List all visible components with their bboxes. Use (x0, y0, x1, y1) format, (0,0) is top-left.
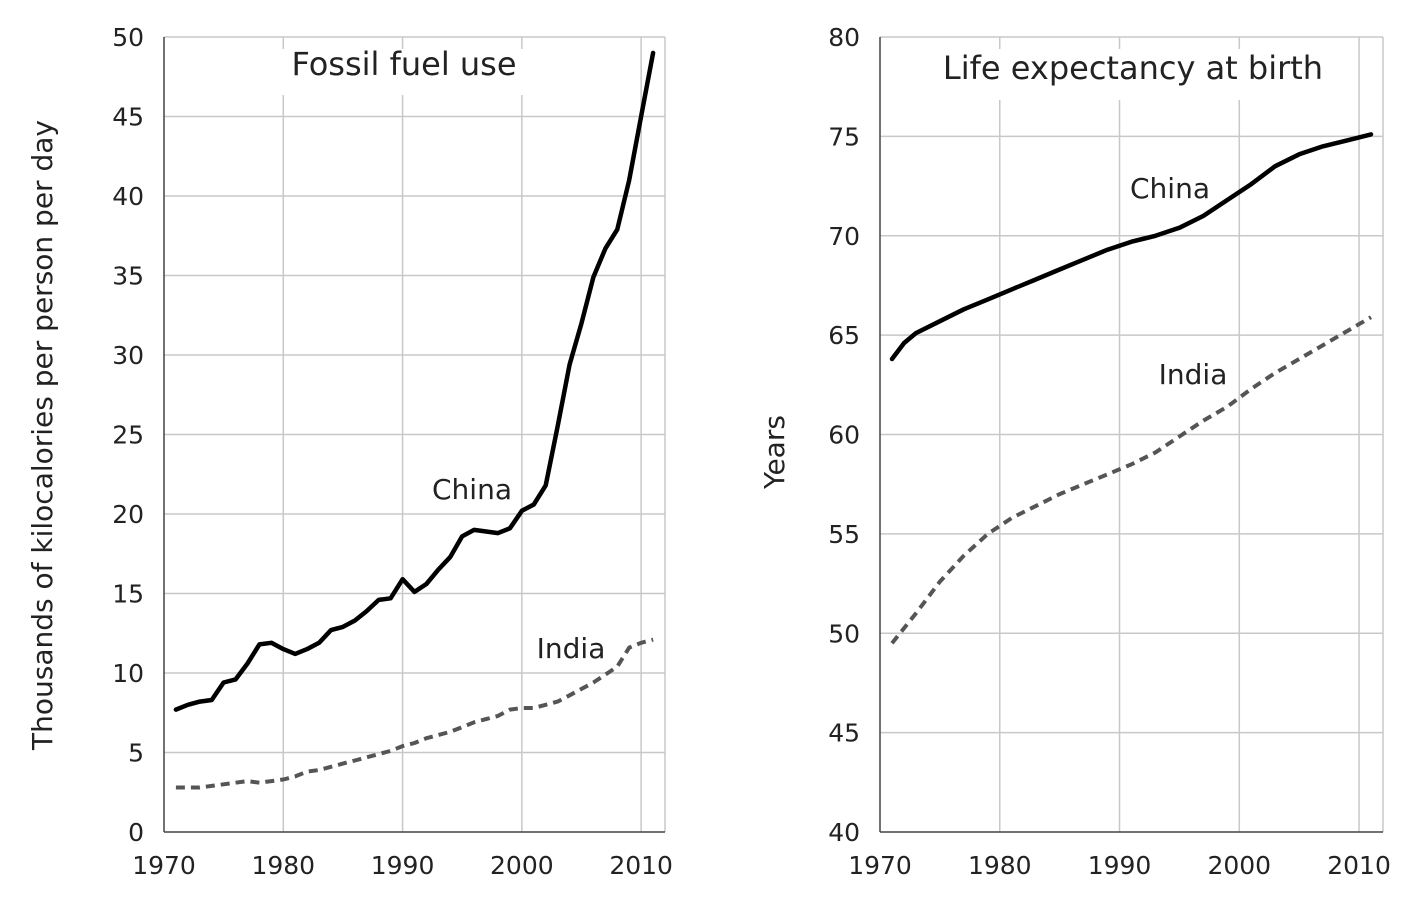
fossil-fuel-y-tick-label: 20 (112, 500, 144, 529)
fossil-fuel-y-axis-label: Thousands of kilocalories per person per… (26, 120, 59, 751)
fossil-fuel-y-tick-label: 40 (112, 182, 144, 211)
life-expectancy-series (889, 132, 1374, 645)
life-expectancy-x-tick-label: 1980 (968, 851, 1032, 880)
fossil-fuel-y-tick-label: 10 (112, 659, 144, 688)
fossil-fuel-panel: 0 5 10 15 20 25 30 35 40 45 50 1970 1980 1990 2000 2010… (26, 23, 673, 880)
fossil-fuel-x-tick-label: 1980 (251, 851, 315, 880)
life-expectancy-x-tick-label: 1970 (848, 851, 912, 880)
fossil-fuel-title: Fossil fuel use (291, 45, 516, 83)
fossil-fuel-series (173, 50, 656, 790)
life-expectancy-india-label: India (1159, 358, 1228, 391)
life-expectancy-x-tick-label: 2000 (1207, 851, 1271, 880)
fossil-fuel-axes: 0 5 10 15 20 25 30 35 40 45 50 1970 1980 1990 2000 2010 (112, 23, 673, 880)
fossil-fuel-china-line (173, 50, 656, 712)
life-expectancy-y-axis-label: Years (758, 415, 791, 490)
life-expectancy-china-label: China (1130, 172, 1210, 205)
fossil-fuel-y-tick-label: 30 (112, 341, 144, 370)
life-expectancy-y-tick-label: 60 (828, 421, 860, 450)
life-expectancy-axes: 40 45 50 55 60 65 70 75 80 1970 1980 1990 2000 2010 (828, 23, 1391, 880)
fossil-fuel-y-tick-label: 35 (112, 262, 144, 291)
life-expectancy-india-line (890, 315, 1373, 645)
life-expectancy-y-tick-label: 40 (828, 818, 860, 847)
life-expectancy-grid (880, 36, 1384, 832)
fossil-fuel-india-line (175, 637, 654, 790)
fossil-fuel-china-label: China (432, 473, 512, 506)
fossil-fuel-y-tick-label: 45 (112, 103, 144, 132)
life-expectancy-y-tick-label: 70 (828, 222, 860, 251)
fossil-fuel-india-label: India (537, 632, 606, 665)
fossil-fuel-y-tick-label: 5 (128, 739, 144, 768)
fossil-fuel-x-tick-label: 2000 (490, 851, 554, 880)
fossil-fuel-x-tick-label: 2010 (609, 851, 673, 880)
life-expectancy-x-tick-label: 2010 (1327, 851, 1391, 880)
life-expectancy-y-tick-label: 55 (828, 520, 860, 549)
fossil-fuel-x-tick-label: 1990 (371, 851, 435, 880)
fossil-fuel-y-tick-label: 25 (112, 421, 144, 450)
life-expectancy-y-tick-label: 75 (828, 122, 860, 151)
life-expectancy-y-tick-label: 80 (828, 23, 860, 52)
life-expectancy-y-tick-label: 50 (828, 619, 860, 648)
fossil-fuel-y-tick-label: 0 (128, 818, 144, 847)
fossil-fuel-y-tick-label: 15 (112, 580, 144, 609)
fossil-fuel-x-tick-label: 1970 (132, 851, 196, 880)
life-expectancy-panel: 40 45 50 55 60 65 70 75 80 1970 1980 1990 2000 2010 L… (758, 23, 1391, 880)
fossil-fuel-grid (164, 36, 666, 832)
life-expectancy-title: Life expectancy at birth (943, 49, 1323, 87)
life-expectancy-y-tick-label: 65 (828, 321, 860, 350)
life-expectancy-x-tick-label: 1990 (1088, 851, 1152, 880)
life-expectancy-china-line (889, 132, 1374, 362)
fossil-fuel-y-tick-label: 50 (112, 23, 144, 52)
life-expectancy-y-tick-label: 45 (828, 719, 860, 748)
